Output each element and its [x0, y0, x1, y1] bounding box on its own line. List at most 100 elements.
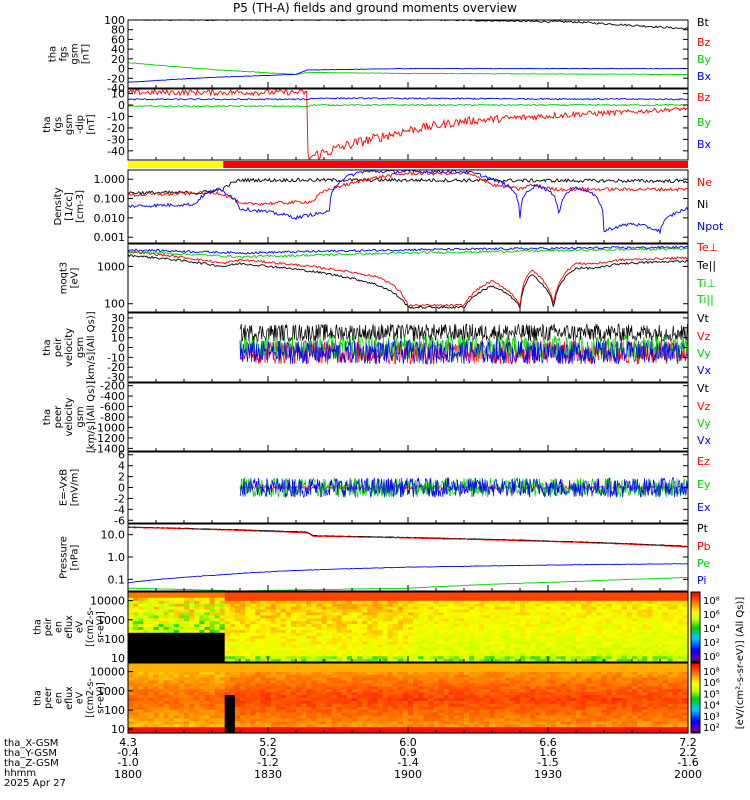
- spectrogram-cell: [168, 709, 175, 714]
- spectrogram-cell: [321, 680, 328, 684]
- spectrogram-cell: [484, 680, 491, 684]
- spectrogram-cell: [138, 709, 144, 714]
- spectrogram-cell: [336, 603, 343, 608]
- spectrogram-cell: [382, 724, 389, 728]
- spectrogram-cell: [474, 727, 480, 731]
- spectrogram-cell: [438, 689, 445, 693]
- spectrogram-cell: [245, 677, 251, 682]
- spectrogram-cell: [509, 592, 516, 596]
- spectrogram-cell: [194, 689, 200, 693]
- spectrogram-cell: [382, 689, 389, 693]
- spectrogram-cell: [367, 724, 373, 728]
- spectrogram-cell: [418, 706, 424, 711]
- spectrogram-cell: [657, 644, 664, 648]
- spectrogram-cell: [184, 709, 190, 714]
- spectrogram-cell: [443, 663, 450, 667]
- spectrogram-cell: [392, 683, 399, 687]
- spectrogram-cell: [438, 663, 445, 667]
- spectrogram-cell: [479, 603, 485, 608]
- spectrogram-cell: [301, 624, 307, 628]
- spectrogram-cell: [301, 656, 307, 660]
- spectrogram-cell: [647, 592, 653, 596]
- spectrogram-cell: [138, 677, 144, 682]
- spectrogram-cell: [352, 683, 358, 687]
- spectrogram-cell: [250, 629, 256, 634]
- spectrogram-cell: [245, 689, 251, 693]
- spectrogram-cell: [311, 621, 317, 625]
- spectrogram-cell: [560, 650, 567, 654]
- spectrogram-cell: [581, 615, 587, 619]
- spectrogram-cell: [642, 641, 648, 646]
- spectrogram-cell: [560, 603, 567, 608]
- spectrogram-cell: [168, 689, 175, 693]
- spectrogram-cell: [316, 621, 323, 625]
- spectrogram-cell: [341, 647, 348, 651]
- spectrogram-cell: [418, 638, 424, 643]
- spectrogram-cell: [642, 629, 648, 634]
- spectrogram-cell: [570, 609, 577, 613]
- spectrogram-cell: [138, 597, 144, 602]
- spectrogram-cell: [189, 692, 195, 696]
- spectrogram-cell: [224, 659, 231, 663]
- spectrogram-cell: [280, 659, 287, 663]
- spectrogram-cell: [525, 624, 531, 628]
- spectrogram-cell: [341, 621, 348, 625]
- spectrogram-cell: [672, 629, 679, 634]
- spectrogram-cell: [250, 621, 256, 625]
- spectrogram-cell: [392, 592, 399, 596]
- spectrogram-cell: [341, 659, 348, 663]
- spectrogram-cell: [494, 618, 501, 622]
- spectrogram-cell: [357, 663, 363, 667]
- spectrogram-cell: [250, 698, 256, 702]
- spectrogram-cell: [530, 621, 536, 625]
- spectrogram-cell: [494, 668, 501, 673]
- spectrogram-cell: [153, 638, 160, 643]
- y-axis-label: [mV/m]: [70, 469, 81, 507]
- spectrogram-cell: [530, 606, 536, 611]
- spectrogram-cell: [184, 600, 190, 605]
- spectrogram-cell: [540, 621, 547, 625]
- spectrogram-cell: [458, 612, 465, 616]
- spectrogram-cell: [520, 594, 526, 599]
- spectrogram-cell: [352, 727, 358, 731]
- y-tick-label: 0: [118, 342, 125, 355]
- spectrogram-cell: [626, 638, 633, 643]
- spectrogram-cell: [550, 609, 557, 613]
- spectrogram-cell: [316, 656, 323, 660]
- mode-bar-segment: [223, 161, 688, 168]
- spectrogram-cell: [545, 653, 552, 657]
- spectrogram-cell: [591, 597, 597, 602]
- spectrogram-cell: [352, 627, 358, 631]
- spectrogram-cell: [311, 686, 317, 690]
- spectrogram-cell: [525, 592, 531, 596]
- spectrogram-cell: [265, 650, 272, 654]
- spectrogram-cell: [677, 656, 684, 660]
- spectrogram-cell: [326, 671, 333, 676]
- spectrogram-cell: [148, 659, 155, 663]
- spectrogram-cell: [321, 647, 328, 651]
- spectrogram-cell: [148, 650, 155, 654]
- spectrogram-cell: [509, 727, 516, 731]
- spectrogram-cell: [504, 592, 511, 596]
- spectrogram-cell: [443, 606, 450, 611]
- spectrogram-cell: [260, 730, 267, 734]
- spectrogram-cell: [413, 615, 419, 619]
- spectrogram-cell: [224, 712, 231, 717]
- spectrogram-cell: [199, 606, 205, 611]
- spectrogram-cell: [504, 663, 511, 667]
- spectrogram-cell: [581, 629, 587, 634]
- spectrogram-cell: [219, 680, 226, 684]
- spectrogram-cell: [499, 635, 506, 640]
- spectrogram-cell: [204, 724, 211, 728]
- spectrogram-cell: [433, 663, 440, 667]
- spectrogram-cell: [265, 692, 272, 696]
- spectrogram-cell: [382, 727, 389, 731]
- spectrogram-cell: [397, 624, 404, 628]
- spectrogram-cell: [153, 724, 160, 728]
- spectrogram-cell: [377, 712, 384, 717]
- y-tick-label: 100: [104, 298, 125, 311]
- spectrogram-cell: [275, 597, 282, 602]
- spectrogram-cell: [128, 592, 134, 596]
- spectrogram-cell: [209, 680, 216, 684]
- spectrogram-cell: [489, 641, 496, 646]
